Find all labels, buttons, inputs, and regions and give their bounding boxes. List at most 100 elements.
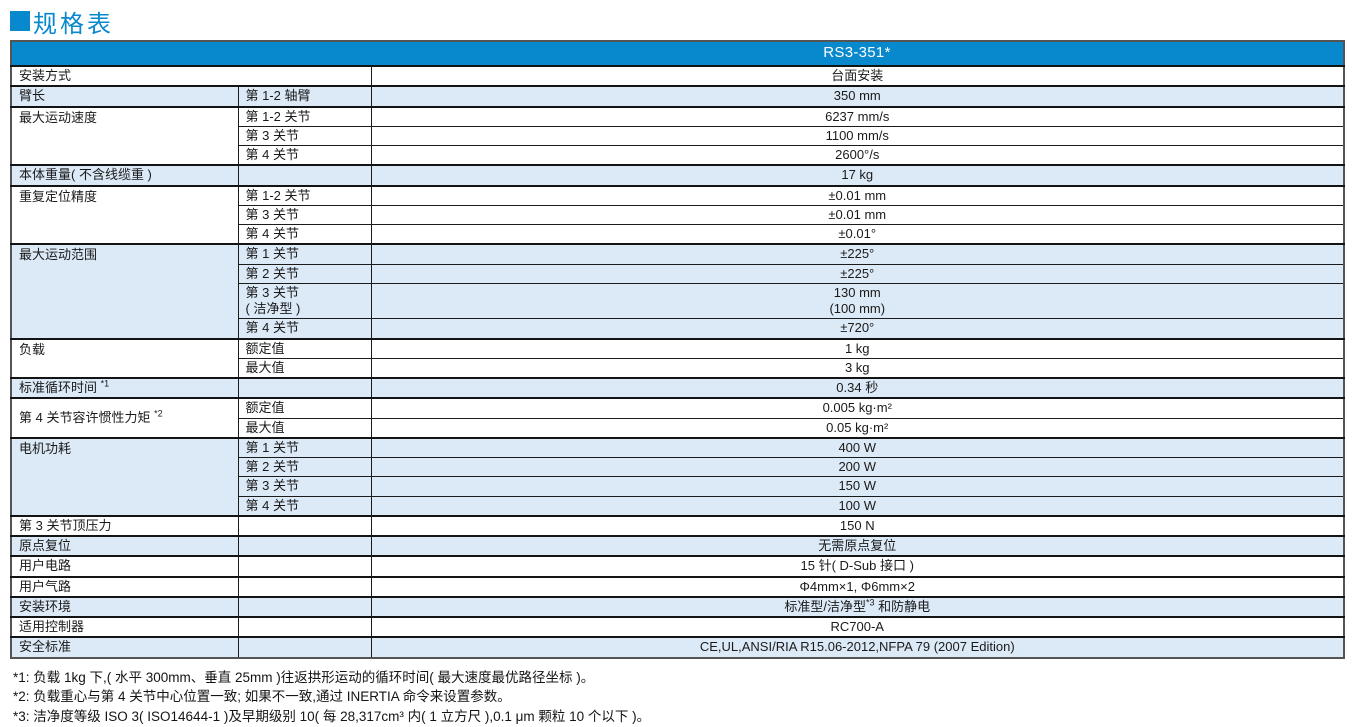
spec-label-text: 安装环境 bbox=[19, 599, 71, 614]
spec-label-home-position: 原点复位 bbox=[11, 536, 238, 556]
spec-value: ±0.01 mm bbox=[371, 186, 1344, 206]
section-title-text: 规格表 bbox=[33, 4, 114, 39]
spec-value: CE,UL,ANSI/RIA R15.06-2012,NFPA 79 (2007… bbox=[371, 637, 1344, 657]
spec-sub-label: 第 1 关节 bbox=[238, 244, 371, 264]
spec-label-text: 标准循环时间 bbox=[19, 380, 97, 395]
spec-label-applicable-controller: 适用控制器 bbox=[11, 617, 238, 637]
table-row: 标准循环时间 *1 0.34 秒 bbox=[11, 378, 1344, 398]
spec-label-j3-down-force: 第 3 关节顶压力 bbox=[11, 516, 238, 536]
spec-label-text: 负载 bbox=[19, 342, 45, 357]
spec-label-text: 用户气路 bbox=[19, 579, 71, 594]
spec-sub-label: 第 3 关节 bbox=[238, 205, 371, 224]
spec-sub-label bbox=[238, 165, 371, 185]
spec-sub-label: 额定值 bbox=[238, 339, 371, 359]
spec-label-footnote-marker: *2 bbox=[154, 409, 163, 419]
spec-label-installation-environment: 安装环境 bbox=[11, 597, 238, 617]
spec-value: 350 mm bbox=[371, 86, 1344, 106]
spec-sub-label: 最大值 bbox=[238, 418, 371, 438]
table-row: 用户电路 15 针( D-Sub 接口 ) bbox=[11, 556, 1344, 576]
table-header-empty-cell bbox=[11, 41, 371, 66]
spec-label-text: 最大运动速度 bbox=[19, 110, 97, 125]
table-row: 安装方式台面安装 bbox=[11, 66, 1344, 86]
spec-value: ±720° bbox=[371, 319, 1344, 339]
spec-value-text: 和防静电 bbox=[875, 599, 931, 614]
spec-label-user-pneumatic: 用户气路 bbox=[11, 577, 238, 597]
spec-sub-label: 第 1-2 关节 bbox=[238, 107, 371, 127]
table-row: 用户气路 Φ4mm×1, Φ6mm×2 bbox=[11, 577, 1344, 597]
spec-label-text: 最大运动范围 bbox=[19, 247, 97, 262]
table-row: 安装环境 标准型/洁净型*3 和防静电 bbox=[11, 597, 1344, 617]
spec-value: 1 kg bbox=[371, 339, 1344, 359]
spec-label-max-speed: 最大运动速度 bbox=[11, 107, 238, 166]
footnote-3: *3: 洁净度等级 ISO 3( ISO14644-1 )及早期级别 10( 每… bbox=[13, 707, 1344, 727]
table-row: 原点复位 无需原点复位 bbox=[11, 536, 1344, 556]
spec-value: 100 W bbox=[371, 496, 1344, 516]
table-row: 安全标准 CE,UL,ANSI/RIA R15.06-2012,NFPA 79 (… bbox=[11, 637, 1344, 657]
spec-sub-label bbox=[238, 516, 371, 536]
spec-value: 无需原点复位 bbox=[371, 536, 1344, 556]
spec-sub-label: 第 3 关节 bbox=[238, 126, 371, 145]
table-row: 最大运动范围 第 1 关节±225° bbox=[11, 244, 1344, 264]
spec-value: RC700-A bbox=[371, 617, 1344, 637]
spec-label-j4-allowable-inertia: 第 4 关节容许惯性力矩 *2 bbox=[11, 398, 238, 438]
footnote-2: *2: 负载重心与第 4 关节中心位置一致; 如果不一致,通过 INERTIA … bbox=[13, 687, 1344, 707]
spec-value: ±225° bbox=[371, 264, 1344, 283]
spec-value: 3 kg bbox=[371, 358, 1344, 378]
spec-sub-label: 第 4 关节 bbox=[238, 146, 371, 166]
spec-value: 200 W bbox=[371, 458, 1344, 477]
spec-value: 0.34 秒 bbox=[371, 378, 1344, 398]
footnotes: *1: 负载 1kg 下,( 水平 300mm、垂直 25mm )往返拱形运动的… bbox=[13, 668, 1344, 727]
spec-sub-label: 第 1-2 关节 bbox=[238, 186, 371, 206]
spec-label-repeatability: 重复定位精度 bbox=[11, 186, 238, 245]
table-row: 适用控制器 RC700-A bbox=[11, 617, 1344, 637]
spec-label-text: 电机功耗 bbox=[19, 441, 71, 456]
spec-sub-label bbox=[238, 637, 371, 657]
footnote-1: *1: 负载 1kg 下,( 水平 300mm、垂直 25mm )往返拱形运动的… bbox=[13, 668, 1344, 688]
spec-label-mounting: 安装方式 bbox=[11, 66, 371, 86]
spec-label-safety-standard: 安全标准 bbox=[11, 637, 238, 657]
spec-label-footnote-marker: *1 bbox=[101, 379, 110, 389]
spec-label-text: 适用控制器 bbox=[19, 619, 84, 634]
table-row: 重复定位精度 第 1-2 关节±0.01 mm bbox=[11, 186, 1344, 206]
spec-label-text: 第 4 关节容许惯性力矩 bbox=[19, 410, 150, 425]
spec-value: 15 针( D-Sub 接口 ) bbox=[371, 556, 1344, 576]
spec-value: Φ4mm×1, Φ6mm×2 bbox=[371, 577, 1344, 597]
spec-sub-label: 第 4 关节 bbox=[238, 319, 371, 339]
spec-value: 17 kg bbox=[371, 165, 1344, 185]
spec-value: 150 W bbox=[371, 477, 1344, 496]
spec-label-text: 重复定位精度 bbox=[19, 189, 97, 204]
spec-sub-label bbox=[238, 577, 371, 597]
spec-value: 400 W bbox=[371, 438, 1344, 458]
spec-sub-label: 最大值 bbox=[238, 358, 371, 378]
table-row: 本体重量( 不含线缆重 ) 17 kg bbox=[11, 165, 1344, 185]
spec-value-text: 标准型/洁净型 bbox=[784, 599, 866, 614]
spec-sub-label bbox=[238, 597, 371, 617]
spec-label-payload: 负载 bbox=[11, 339, 238, 379]
spec-label-text: 用户电路 bbox=[19, 558, 71, 573]
spec-value: ±225° bbox=[371, 244, 1344, 264]
spec-sub-label bbox=[238, 556, 371, 576]
spec-label-user-wiring: 用户电路 bbox=[11, 556, 238, 576]
spec-value: 1100 mm/s bbox=[371, 126, 1344, 145]
spec-label-text: 安全标准 bbox=[19, 639, 71, 654]
spec-value-footnote-marker: *3 bbox=[866, 597, 875, 607]
spec-sub-label: 第 4 关节 bbox=[238, 225, 371, 245]
spec-value: ±0.01 mm bbox=[371, 205, 1344, 224]
table-header-model: RS3-351* bbox=[371, 41, 1344, 66]
spec-value: 台面安装 bbox=[371, 66, 1344, 86]
spec-label-standard-cycle-time: 标准循环时间 *1 bbox=[11, 378, 238, 398]
spec-value: ±0.01° bbox=[371, 225, 1344, 245]
title-square-icon bbox=[10, 11, 30, 31]
spec-label-text: 第 3 关节顶压力 bbox=[19, 518, 111, 533]
spec-sub-label bbox=[238, 536, 371, 556]
spec-value: 6237 mm/s bbox=[371, 107, 1344, 127]
spec-sub-label: 第 4 关节 bbox=[238, 496, 371, 516]
spec-label-text: 本体重量( 不含线缆重 ) bbox=[19, 167, 152, 182]
